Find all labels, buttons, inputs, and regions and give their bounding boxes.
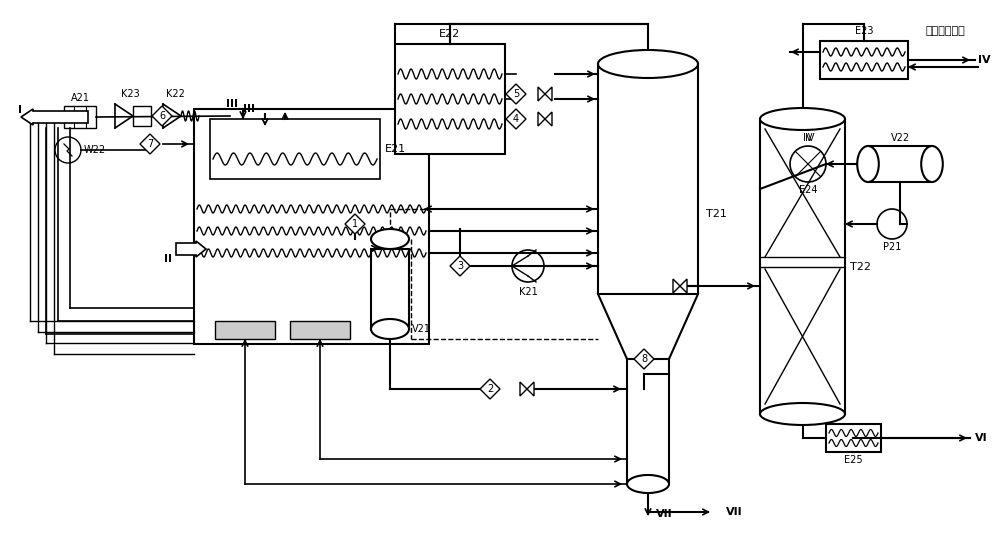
Text: 7: 7 — [147, 139, 153, 149]
Polygon shape — [634, 349, 654, 369]
Polygon shape — [480, 379, 500, 399]
Text: E21: E21 — [385, 144, 406, 154]
Text: P21: P21 — [883, 242, 901, 252]
Bar — [820, 41, 908, 79]
Bar — [868, 146, 932, 182]
Text: W22: W22 — [84, 145, 106, 155]
Polygon shape — [152, 106, 172, 126]
Ellipse shape — [627, 475, 669, 493]
Text: E25: E25 — [844, 455, 863, 465]
Polygon shape — [506, 109, 526, 129]
Ellipse shape — [921, 146, 943, 182]
Text: 4: 4 — [513, 114, 519, 124]
Polygon shape — [545, 87, 552, 101]
Ellipse shape — [760, 108, 845, 130]
Bar — [64, 106, 96, 128]
Bar — [395, 44, 505, 154]
Bar — [194, 109, 429, 344]
FancyArrow shape — [176, 241, 206, 257]
Polygon shape — [538, 87, 545, 101]
Ellipse shape — [760, 403, 845, 425]
Text: IV: IV — [805, 133, 815, 143]
Text: E23: E23 — [855, 26, 873, 36]
Bar — [210, 119, 380, 179]
Polygon shape — [140, 134, 160, 154]
Bar — [371, 249, 409, 329]
Polygon shape — [545, 112, 552, 126]
Text: E24: E24 — [799, 185, 817, 195]
Text: III: III — [243, 104, 255, 114]
Text: E22: E22 — [439, 29, 461, 39]
Text: V22: V22 — [890, 133, 910, 143]
Bar — [290, 321, 350, 339]
Bar — [627, 359, 669, 484]
Text: K22: K22 — [166, 89, 184, 99]
Text: A21: A21 — [70, 93, 90, 103]
FancyArrow shape — [21, 109, 88, 125]
Text: T22: T22 — [850, 262, 871, 272]
Text: V21: V21 — [412, 324, 431, 334]
Text: VI: VI — [975, 433, 988, 443]
Polygon shape — [450, 256, 470, 276]
Polygon shape — [673, 279, 680, 293]
Text: I: I — [18, 105, 22, 115]
Bar — [760, 119, 845, 414]
Polygon shape — [680, 279, 687, 293]
Text: T21: T21 — [706, 209, 727, 219]
Bar — [133, 106, 151, 126]
Text: 2: 2 — [487, 384, 493, 394]
Polygon shape — [538, 112, 545, 126]
Text: IV: IV — [803, 133, 813, 143]
Text: 3: 3 — [457, 261, 463, 271]
Bar — [826, 424, 881, 452]
Bar — [598, 64, 698, 294]
Text: K21: K21 — [519, 287, 537, 297]
Polygon shape — [527, 382, 534, 396]
Polygon shape — [520, 382, 527, 396]
Text: 高温液态丙烷: 高温液态丙烷 — [925, 26, 965, 36]
Text: VII: VII — [656, 509, 673, 519]
Bar — [215, 321, 275, 339]
Text: K23: K23 — [121, 89, 139, 99]
Polygon shape — [345, 214, 365, 234]
Text: 5: 5 — [513, 89, 519, 99]
Ellipse shape — [371, 319, 409, 339]
Text: II: II — [164, 254, 172, 264]
Ellipse shape — [371, 229, 409, 249]
Text: III: III — [226, 99, 238, 109]
Text: IV: IV — [978, 55, 991, 65]
Text: 8: 8 — [641, 354, 647, 364]
Ellipse shape — [857, 146, 879, 182]
Polygon shape — [506, 84, 526, 104]
Text: 1: 1 — [352, 219, 358, 229]
Text: VII: VII — [726, 507, 743, 517]
Text: 6: 6 — [159, 111, 165, 121]
Ellipse shape — [598, 50, 698, 78]
